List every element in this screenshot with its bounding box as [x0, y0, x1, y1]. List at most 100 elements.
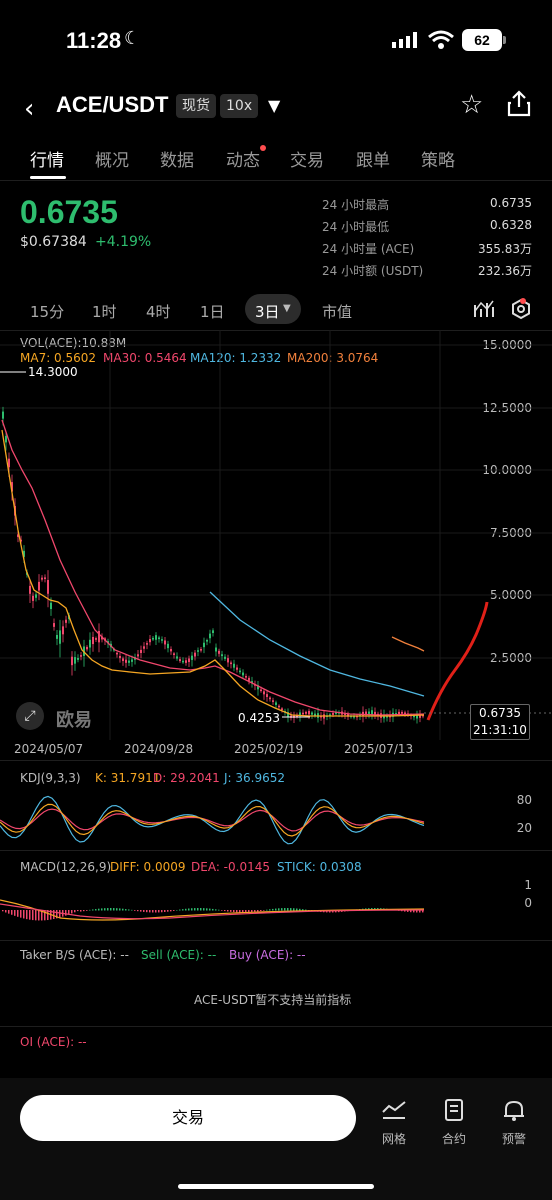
candle-body [329, 714, 331, 716]
macd-bar [233, 910, 235, 913]
chevron-down-icon[interactable]: ▼ [268, 96, 281, 115]
grid-label[interactable]: 网格 [381, 1132, 406, 1146]
tab-data[interactable]: 数据 [160, 151, 194, 171]
candle-body [281, 708, 283, 710]
tab-copy[interactable]: 跟单 [356, 151, 390, 171]
timeframe-1h[interactable]: 1时 [92, 303, 117, 321]
candle-body [416, 714, 418, 719]
candle-body [401, 711, 403, 714]
tab-market[interactable]: 行情 [30, 151, 64, 171]
price-tag-countdown: 21:31:10 [473, 723, 527, 737]
settings-icon[interactable] [510, 298, 532, 320]
star-icon[interactable]: ☆ [460, 90, 484, 120]
candle-body [185, 660, 187, 663]
macd-bar [272, 908, 274, 911]
candle-body [47, 580, 49, 594]
timeframe-mcap[interactable]: 市值 [322, 303, 353, 321]
macd-bar [269, 909, 271, 911]
macd-bar [257, 910, 259, 912]
trade-button[interactable]: 交易 [20, 1095, 356, 1141]
candle-body [398, 711, 400, 715]
timeframe-1d[interactable]: 1日 [200, 303, 225, 321]
candle-body [260, 689, 262, 692]
macd-bar [266, 909, 268, 911]
timeframe-4h[interactable]: 4时 [146, 303, 171, 321]
macd-bar [200, 908, 202, 911]
expand-icon[interactable]: ⤢ [16, 702, 44, 730]
contract-label[interactable]: 合约 [441, 1132, 466, 1146]
leverage-tag[interactable]: 10x [220, 94, 259, 118]
macd-bar [239, 910, 241, 913]
tab-trade[interactable]: 交易 [290, 151, 324, 171]
candle-body [257, 685, 259, 690]
candle-body [314, 713, 316, 716]
candle-body [263, 691, 265, 695]
candle-body [38, 581, 40, 591]
candle-body [308, 710, 310, 715]
candle-body [41, 577, 43, 580]
macd-dea-line [0, 903, 425, 920]
candle-body [194, 652, 196, 657]
macd-bar [254, 910, 256, 912]
candle-body [173, 653, 175, 655]
macd-bar [416, 910, 418, 913]
macd-bar [296, 908, 298, 911]
candle-body [332, 713, 334, 715]
back-icon[interactable]: ‹ [24, 94, 35, 124]
candle-body [278, 705, 280, 708]
macd-bar [17, 910, 19, 917]
candle-body [116, 652, 118, 655]
vol-label: VOL(ACE):10.88M [20, 336, 127, 350]
kdj-j-line [0, 795, 425, 845]
chevron-down-icon[interactable]: ▼ [283, 303, 291, 314]
macd-bar [125, 909, 127, 911]
macd-bar [95, 909, 97, 911]
macd-bar [305, 909, 307, 911]
macd-bar [14, 910, 16, 916]
macd-bar [44, 910, 46, 921]
macd-bar [242, 910, 244, 913]
tab-strategy[interactable]: 策略 [421, 151, 455, 171]
candle-body [86, 646, 88, 650]
candle-body [95, 638, 97, 640]
macd-bar [218, 909, 220, 911]
candlestick-chart[interactable] [0, 330, 552, 740]
macd-bar [110, 908, 112, 911]
candle-body [386, 715, 388, 718]
timeframe-15m[interactable]: 15分 [30, 303, 65, 321]
candle-body [179, 659, 181, 662]
candle-body [374, 711, 376, 716]
macd-bar [143, 910, 145, 912]
macd-bar [86, 910, 88, 911]
candle-body [143, 646, 145, 649]
contract-icon[interactable] [434, 1098, 474, 1128]
pair-title[interactable]: ACE/USDT [56, 92, 169, 117]
tab-feed[interactable]: 动态 [226, 151, 260, 171]
indicator-icon[interactable] [473, 299, 495, 319]
macd-bar [251, 910, 253, 913]
oi-label: OI (ACE): -- [20, 1035, 87, 1049]
divider [0, 1026, 552, 1027]
macd-bar [221, 910, 223, 911]
candle-body [233, 663, 235, 668]
macd-bar [56, 910, 58, 919]
alert-label[interactable]: 预警 [501, 1132, 526, 1146]
macd-bar [161, 910, 163, 913]
candle-body [368, 711, 370, 714]
macd-bar [137, 910, 139, 912]
bell-icon[interactable] [494, 1098, 534, 1128]
stat-value-amount: 232.36万 [478, 264, 532, 278]
tab-overview[interactable]: 概况 [95, 151, 129, 171]
battery-tip [503, 36, 506, 44]
candle-body [131, 659, 133, 662]
stat-value-high: 0.6735 [490, 196, 532, 210]
candles [2, 406, 424, 725]
candle-body [56, 634, 58, 639]
spot-tag: 现货 [176, 94, 216, 118]
macd-bar [263, 910, 265, 911]
candle-body [200, 649, 202, 651]
share-icon[interactable] [506, 90, 532, 118]
timeframe-3d[interactable]: 3日 [255, 303, 280, 321]
macd-bar [38, 910, 40, 921]
grid-icon[interactable] [374, 1098, 414, 1126]
